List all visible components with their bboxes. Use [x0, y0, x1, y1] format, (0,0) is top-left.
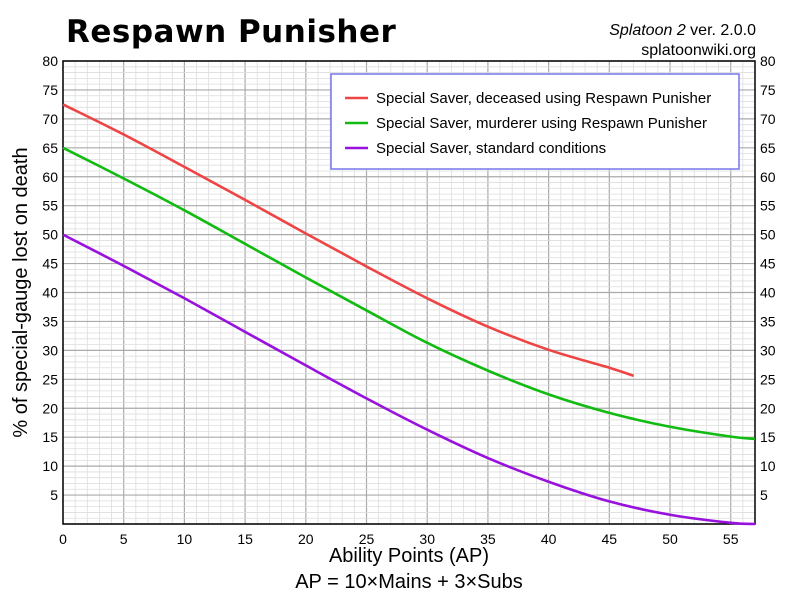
- legend-entry-1: Special Saver, deceased using Respawn Pu…: [376, 90, 711, 107]
- y-tick-label-left: 30: [42, 342, 58, 358]
- y-tick-label-left: 65: [42, 140, 58, 156]
- series-lines: [62, 103, 756, 526]
- y-tick-label-right: 75: [760, 82, 776, 98]
- series-line-1: [62, 103, 635, 378]
- y-tick-label-left: 45: [42, 256, 58, 272]
- y-tick-label-right: 25: [760, 371, 776, 387]
- x-tick-label: 20: [298, 531, 314, 547]
- y-tick-label-left: 20: [42, 400, 58, 416]
- series-line-2: [62, 146, 756, 441]
- y-tick-label-right: 5: [760, 487, 768, 503]
- x-tick-label: 5: [120, 531, 128, 547]
- y-tick-label-right: 55: [760, 198, 776, 214]
- y-tick-label-right: 60: [760, 169, 776, 185]
- legend-entry-2: Special Saver, murderer using Respawn Pu…: [376, 115, 707, 132]
- x-axis-formula: AP = 10×Mains + 3×Subs: [295, 571, 523, 593]
- x-tick-label: 55: [723, 531, 739, 547]
- y-tick-label-right: 70: [760, 111, 776, 127]
- x-tick-label: 50: [662, 531, 678, 547]
- y-tick-label-left: 10: [42, 458, 58, 474]
- y-tick-label-left: 35: [42, 313, 58, 329]
- legend: Special Saver, deceased using Respawn Pu…: [330, 73, 740, 170]
- x-tick-label: 0: [59, 531, 67, 547]
- chart-title: Respawn Punisher: [66, 14, 397, 50]
- x-tick-label: 35: [480, 531, 496, 547]
- game-version: ver. 2.0.0: [690, 22, 756, 39]
- y-tick-label-right: 45: [760, 256, 776, 272]
- y-tick-label-right: 80: [760, 53, 776, 69]
- x-axis-label: Ability Points (AP): [329, 545, 489, 567]
- y-tick-label-right: 10: [760, 458, 776, 474]
- y-tick-label-right: 15: [760, 429, 776, 445]
- y-tick-label-left: 25: [42, 371, 58, 387]
- y-tick-label-left: 50: [42, 227, 58, 243]
- x-tick-label: 30: [419, 531, 435, 547]
- series-line-3: [62, 233, 756, 526]
- x-tick-label: 10: [177, 531, 193, 547]
- y-tick-label-right: 40: [760, 285, 776, 301]
- y-tick-label-right: 65: [760, 140, 776, 156]
- y-tick-label-right: 20: [760, 400, 776, 416]
- source-site: splatoonwiki.org: [641, 42, 756, 59]
- y-tick-label-left: 60: [42, 169, 58, 185]
- y-tick-label-left: 55: [42, 198, 58, 214]
- game-name: Splatoon 2: [609, 22, 686, 39]
- y-tick-label-right: 50: [760, 227, 776, 243]
- y-tick-label-left: 70: [42, 111, 58, 127]
- source-info: Splatoon 2 ver. 2.0.0 splatoonwiki.org: [609, 21, 756, 61]
- y-tick-label-left: 75: [42, 82, 58, 98]
- legend-box: [330, 73, 740, 170]
- y-tick-label-left: 15: [42, 429, 58, 445]
- y-tick-label-right: 35: [760, 313, 776, 329]
- y-tick-label-right: 30: [760, 342, 776, 358]
- y-tick-label-left: 80: [42, 53, 58, 69]
- y-tick-label-left: 40: [42, 285, 58, 301]
- x-tick-label: 15: [237, 531, 253, 547]
- y-axis-label: % of special-gauge lost on death: [10, 147, 32, 437]
- plot-frame: [62, 60, 756, 525]
- legend-entry-3: Special Saver, standard conditions: [376, 140, 606, 157]
- x-tick-label: 45: [602, 531, 618, 547]
- x-tick-label: 25: [359, 531, 375, 547]
- y-tick-label-left: 5: [50, 487, 58, 503]
- x-tick-label: 40: [541, 531, 557, 547]
